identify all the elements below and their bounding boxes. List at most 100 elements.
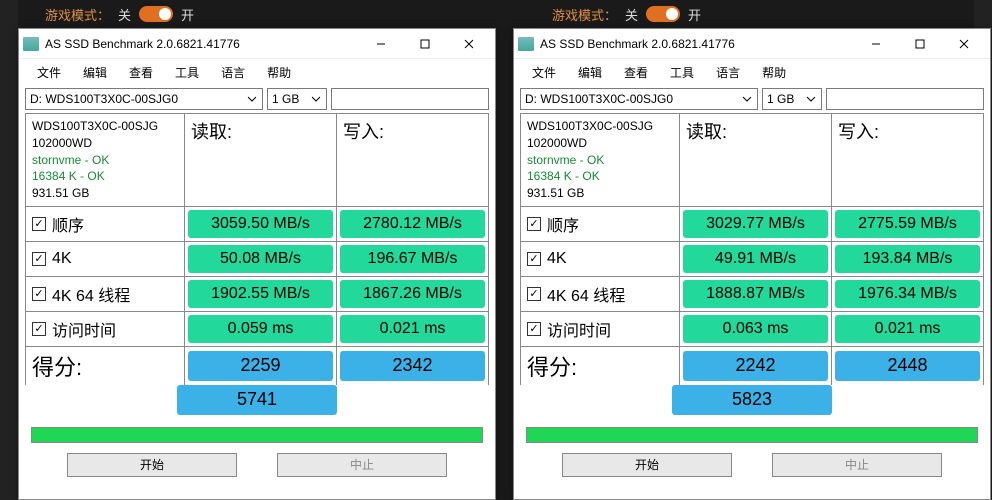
read-header: 读取: [680, 114, 832, 206]
device-info: WDS100T3X0C-00SJG 102000WD stornvme - OK… [25, 114, 185, 206]
benchmark-window-left: AS SSD Benchmark 2.0.6821.41776 文件 编辑 查看… [18, 28, 496, 500]
access-checkbox[interactable]: ✓ [32, 322, 46, 336]
chevron-down-icon [740, 92, 754, 106]
selector-row: D: WDS100T3X0C-00SJG0 1 GB [19, 85, 495, 113]
game-mode-label: 游戏模式： [552, 5, 617, 24]
4k-write: 193.84 MB/s [835, 245, 980, 273]
device-number: 102000WD [32, 135, 92, 152]
score-total: 5823 [672, 385, 832, 415]
menu-tools[interactable]: 工具 [660, 62, 704, 83]
results-grid: WDS100T3X0C-00SJG 102000WD stornvme - OK… [19, 113, 495, 499]
seq-checkbox[interactable]: ✓ [527, 217, 541, 231]
access-read: 0.063 ms [683, 315, 828, 343]
access-write: 0.021 ms [340, 315, 485, 343]
access-checkbox[interactable]: ✓ [527, 322, 541, 336]
4k-checkbox[interactable]: ✓ [527, 252, 541, 266]
game-mode-bar-right: 游戏模式： 关 开 [496, 0, 992, 28]
access-write: 0.021 ms [835, 315, 980, 343]
4k-read: 49.91 MB/s [683, 245, 828, 273]
seq-write: 2775.59 MB/s [835, 210, 980, 238]
selector-row: D: WDS100T3X0C-00SJG0 1 GB [514, 85, 990, 113]
status-field[interactable] [331, 88, 489, 110]
drive-select-value: D: WDS100T3X0C-00SJG0 [30, 92, 178, 106]
row-label-score: 得分: [520, 347, 680, 385]
device-name: WDS100T3X0C-00SJG [32, 118, 158, 135]
size-select[interactable]: 1 GB [762, 88, 822, 110]
menu-file[interactable]: 文件 [522, 62, 566, 83]
4k64-read: 1902.55 MB/s [188, 280, 333, 308]
score-read: 2259 [188, 351, 333, 381]
seq-read: 3029.77 MB/s [683, 210, 828, 238]
menu-view[interactable]: 查看 [614, 62, 658, 83]
menubar: 文件 编辑 查看 工具 语言 帮助 [19, 59, 495, 85]
seq-read: 3059.50 MB/s [188, 210, 333, 238]
chevron-down-icon [245, 92, 259, 106]
device-number: 102000WD [527, 135, 587, 152]
toggle-off-label: 关 [625, 5, 638, 24]
read-header: 读取: [185, 114, 337, 206]
menu-file[interactable]: 文件 [27, 62, 71, 83]
device-name: WDS100T3X0C-00SJG [527, 118, 653, 135]
score-write: 2448 [835, 351, 980, 381]
device-info: WDS100T3X0C-00SJG 102000WD stornvme - OK… [520, 114, 680, 206]
score-write: 2342 [340, 351, 485, 381]
row-label-score: 得分: [25, 347, 185, 385]
game-mode-toggle[interactable] [139, 6, 173, 22]
maximize-button[interactable] [898, 30, 942, 58]
start-button[interactable]: 开始 [67, 453, 237, 477]
status-field[interactable] [826, 88, 984, 110]
device-capacity: 931.51 GB [527, 185, 584, 202]
row-label-4k: 4K [547, 250, 567, 268]
device-block: 16384 K - OK [32, 168, 105, 185]
window-title: AS SSD Benchmark 2.0.6821.41776 [45, 37, 359, 51]
drive-select[interactable]: D: WDS100T3X0C-00SJG0 [25, 88, 263, 110]
close-button[interactable] [942, 30, 986, 58]
4k64-write: 1867.26 MB/s [340, 280, 485, 308]
device-capacity: 931.51 GB [32, 185, 89, 202]
minimize-button[interactable] [854, 30, 898, 58]
stop-button[interactable]: 中止 [277, 453, 447, 477]
stop-button[interactable]: 中止 [772, 453, 942, 477]
menu-tools[interactable]: 工具 [165, 62, 209, 83]
size-select[interactable]: 1 GB [267, 88, 327, 110]
seq-checkbox[interactable]: ✓ [32, 217, 46, 231]
toggle-off-label: 关 [118, 5, 131, 24]
menu-lang[interactable]: 语言 [706, 62, 750, 83]
4k64-read: 1888.87 MB/s [683, 280, 828, 308]
toggle-on-label: 开 [688, 5, 701, 24]
maximize-button[interactable] [403, 30, 447, 58]
results-grid: WDS100T3X0C-00SJG 102000WD stornvme - OK… [514, 113, 990, 499]
toggle-on-label: 开 [181, 5, 194, 24]
start-button[interactable]: 开始 [562, 453, 732, 477]
drive-select[interactable]: D: WDS100T3X0C-00SJG0 [520, 88, 758, 110]
progress-bar [526, 427, 978, 443]
4k64-write: 1976.34 MB/s [835, 280, 980, 308]
chevron-down-icon [804, 92, 818, 106]
4k-checkbox[interactable]: ✓ [32, 252, 46, 266]
4k64-checkbox[interactable]: ✓ [527, 287, 541, 301]
game-mode-bar-left: 游戏模式： 关 开 [0, 0, 496, 28]
menu-view[interactable]: 查看 [119, 62, 163, 83]
row-label-access: 访问时间 [547, 317, 611, 341]
menu-lang[interactable]: 语言 [211, 62, 255, 83]
menu-edit[interactable]: 编辑 [568, 62, 612, 83]
menu-help[interactable]: 帮助 [752, 62, 796, 83]
minimize-button[interactable] [359, 30, 403, 58]
row-label-4k64: 4K 64 线程 [547, 282, 625, 306]
window-title: AS SSD Benchmark 2.0.6821.41776 [540, 37, 854, 51]
progress-bar [31, 427, 483, 443]
titlebar: AS SSD Benchmark 2.0.6821.41776 [19, 29, 495, 59]
row-label-access: 访问时间 [52, 317, 116, 341]
size-select-value: 1 GB [767, 92, 794, 106]
close-button[interactable] [447, 30, 491, 58]
game-mode-toggle[interactable] [646, 6, 680, 22]
score-total: 5741 [177, 385, 337, 415]
menu-help[interactable]: 帮助 [257, 62, 301, 83]
benchmark-window-right: AS SSD Benchmark 2.0.6821.41776 文件 编辑 查看… [513, 28, 991, 500]
4k64-checkbox[interactable]: ✓ [32, 287, 46, 301]
app-icon [518, 37, 534, 51]
game-mode-label: 游戏模式： [45, 5, 110, 24]
menu-edit[interactable]: 编辑 [73, 62, 117, 83]
row-label-4k: 4K [52, 250, 72, 268]
background-left [0, 0, 18, 500]
